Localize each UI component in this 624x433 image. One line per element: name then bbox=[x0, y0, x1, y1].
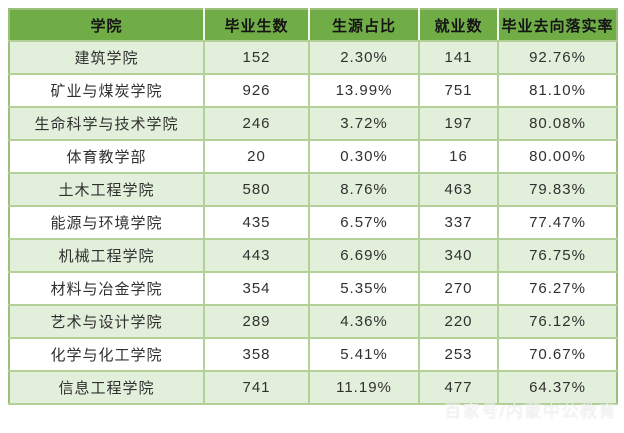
table-row: 体育教学部 20 0.30% 16 80.00% bbox=[9, 139, 617, 174]
cell-college: 材料与冶金学院 bbox=[9, 271, 205, 306]
cell-source-ratio: 13.99% bbox=[308, 73, 420, 108]
cell-source-ratio: 6.57% bbox=[308, 205, 420, 240]
cell-graduates: 580 bbox=[203, 172, 310, 207]
cell-graduates: 741 bbox=[203, 370, 310, 405]
cell-graduates: 354 bbox=[203, 271, 310, 306]
cell-placement-rate: 92.76% bbox=[497, 40, 617, 75]
cell-source-ratio: 8.76% bbox=[308, 172, 420, 207]
header-row: 学院 毕业生数 生源占比 就业数 毕业去向落实率 bbox=[9, 9, 617, 42]
cell-college: 生命科学与技术学院 bbox=[9, 106, 205, 141]
cell-college: 艺术与设计学院 bbox=[9, 304, 205, 339]
column-header-college: 学院 bbox=[9, 9, 204, 42]
cell-employment: 751 bbox=[418, 73, 499, 108]
table-row: 生命科学与技术学院 246 3.72% 197 80.08% bbox=[9, 106, 617, 141]
cell-graduates: 358 bbox=[203, 337, 310, 372]
column-header-graduates: 毕业生数 bbox=[203, 9, 309, 42]
cell-placement-rate: 80.08% bbox=[497, 106, 617, 141]
cell-graduates: 152 bbox=[203, 40, 310, 75]
cell-employment: 253 bbox=[418, 337, 499, 372]
table-row: 材料与冶金学院 354 5.35% 270 76.27% bbox=[9, 271, 617, 306]
cell-employment: 463 bbox=[418, 172, 499, 207]
cell-employment: 16 bbox=[418, 139, 499, 174]
cell-placement-rate: 76.75% bbox=[497, 238, 617, 273]
cell-placement-rate: 76.12% bbox=[497, 304, 617, 339]
cell-source-ratio: 0.30% bbox=[308, 139, 420, 174]
cell-employment: 340 bbox=[418, 238, 499, 273]
table-row: 艺术与设计学院 289 4.36% 220 76.12% bbox=[9, 304, 617, 339]
table-body: 建筑学院 152 2.30% 141 92.76% 矿业与煤炭学院 926 13.99% 751… bbox=[9, 40, 617, 405]
cell-graduates: 289 bbox=[203, 304, 310, 339]
cell-source-ratio: 5.41% bbox=[308, 337, 420, 372]
cell-placement-rate: 77.47% bbox=[497, 205, 617, 240]
cell-employment: 220 bbox=[418, 304, 499, 339]
cell-graduates: 20 bbox=[203, 139, 310, 174]
cell-placement-rate: 76.27% bbox=[497, 271, 617, 306]
cell-college: 体育教学部 bbox=[9, 139, 205, 174]
cell-placement-rate: 64.37% bbox=[497, 370, 617, 405]
table-row: 机械工程学院 443 6.69% 340 76.75% bbox=[9, 238, 617, 273]
cell-source-ratio: 11.19% bbox=[308, 370, 420, 405]
cell-graduates: 443 bbox=[203, 238, 310, 273]
cell-employment: 197 bbox=[418, 106, 499, 141]
cell-employment: 270 bbox=[418, 271, 499, 306]
cell-graduates: 435 bbox=[203, 205, 310, 240]
table-row: 建筑学院 152 2.30% 141 92.76% bbox=[9, 40, 617, 75]
cell-placement-rate: 79.83% bbox=[497, 172, 617, 207]
cell-employment: 477 bbox=[418, 370, 499, 405]
table-row: 化学与化工学院 358 5.41% 253 70.67% bbox=[9, 337, 617, 372]
cell-graduates: 926 bbox=[203, 73, 310, 108]
cell-placement-rate: 81.10% bbox=[497, 73, 617, 108]
cell-source-ratio: 5.35% bbox=[308, 271, 420, 306]
cell-college: 机械工程学院 bbox=[9, 238, 205, 273]
table-header: 学院 毕业生数 生源占比 就业数 毕业去向落实率 bbox=[9, 9, 617, 42]
table-row: 信息工程学院 741 11.19% 477 64.37% bbox=[9, 370, 617, 405]
cell-college: 信息工程学院 bbox=[9, 370, 205, 405]
cell-employment: 337 bbox=[418, 205, 499, 240]
table-row: 能源与环境学院 435 6.57% 337 77.47% bbox=[9, 205, 617, 240]
cell-college: 能源与环境学院 bbox=[9, 205, 205, 240]
cell-employment: 141 bbox=[418, 40, 499, 75]
cell-source-ratio: 6.69% bbox=[308, 238, 420, 273]
employment-rate-table: 学院 毕业生数 生源占比 就业数 毕业去向落实率 建筑学院 152 2.30% 141 92.7… bbox=[8, 8, 618, 405]
cell-college: 建筑学院 bbox=[9, 40, 205, 75]
column-header-employment: 就业数 bbox=[418, 9, 498, 42]
cell-source-ratio: 4.36% bbox=[308, 304, 420, 339]
cell-source-ratio: 3.72% bbox=[308, 106, 420, 141]
cell-placement-rate: 70.67% bbox=[497, 337, 617, 372]
table-row: 矿业与煤炭学院 926 13.99% 751 81.10% bbox=[9, 73, 617, 108]
cell-college: 化学与化工学院 bbox=[9, 337, 205, 372]
cell-college: 土木工程学院 bbox=[9, 172, 205, 207]
cell-placement-rate: 80.00% bbox=[497, 139, 617, 174]
table-row: 土木工程学院 580 8.76% 463 79.83% bbox=[9, 172, 617, 207]
cell-graduates: 246 bbox=[203, 106, 310, 141]
cell-source-ratio: 2.30% bbox=[308, 40, 420, 75]
cell-college: 矿业与煤炭学院 bbox=[9, 73, 205, 108]
column-header-source-ratio: 生源占比 bbox=[308, 9, 419, 42]
column-header-placement-rate: 毕业去向落实率 bbox=[497, 9, 617, 42]
